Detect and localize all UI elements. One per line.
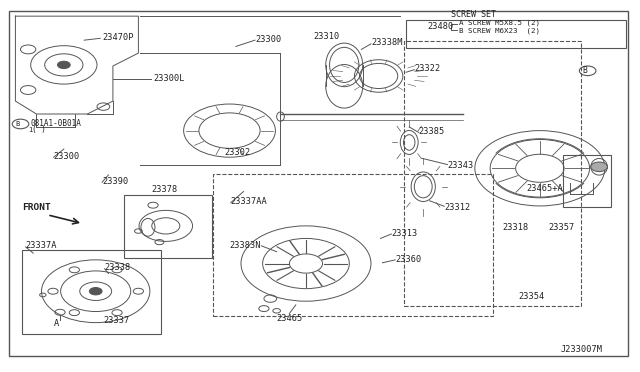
Text: 23390: 23390 <box>102 177 128 186</box>
Bar <box>22 250 161 334</box>
Text: SCREW SET: SCREW SET <box>451 10 495 19</box>
Text: 23300: 23300 <box>255 35 281 44</box>
Text: 1: 1 <box>28 127 33 133</box>
Text: A: A <box>54 319 59 328</box>
Text: 23302: 23302 <box>225 148 251 157</box>
Bar <box>563 155 611 208</box>
Bar <box>213 174 493 316</box>
Text: J233007M: J233007M <box>561 345 603 354</box>
Circle shape <box>58 61 70 68</box>
Text: 23312: 23312 <box>444 203 470 212</box>
Text: 23337: 23337 <box>103 316 129 325</box>
Text: 23337A: 23337A <box>26 241 57 250</box>
Text: 23360: 23360 <box>395 254 422 264</box>
Text: FRONT: FRONT <box>22 203 51 212</box>
Circle shape <box>591 162 607 171</box>
Text: 23465+A: 23465+A <box>527 185 563 193</box>
Text: 23357: 23357 <box>548 223 574 232</box>
Text: 23337AA: 23337AA <box>231 197 268 206</box>
Text: 23310: 23310 <box>314 32 340 41</box>
Text: B: B <box>582 66 588 75</box>
Bar <box>406 20 626 48</box>
Text: 23300L: 23300L <box>153 74 184 83</box>
Text: 23322: 23322 <box>414 64 440 73</box>
Text: 23318: 23318 <box>502 223 529 232</box>
Text: 081A1-0B01A: 081A1-0B01A <box>31 119 81 128</box>
Text: 23338: 23338 <box>104 263 131 272</box>
Text: 23338M: 23338M <box>371 38 403 47</box>
Text: B: B <box>15 121 19 127</box>
Bar <box>124 195 212 258</box>
Text: B SCREW M6X23  (2): B SCREW M6X23 (2) <box>459 27 540 34</box>
Text: 23465: 23465 <box>276 314 303 323</box>
Text: A SCREW M5X8.5 (2): A SCREW M5X8.5 (2) <box>459 20 540 26</box>
Text: 23470P: 23470P <box>102 33 134 42</box>
Text: 23354: 23354 <box>519 292 545 301</box>
Text: ( ): ( ) <box>32 125 46 134</box>
Text: 23300: 23300 <box>54 152 80 161</box>
Text: 23480: 23480 <box>427 22 453 31</box>
Text: 23383N: 23383N <box>230 241 261 250</box>
Text: 23385: 23385 <box>419 127 445 136</box>
Circle shape <box>90 288 102 295</box>
Bar <box>404 41 581 306</box>
Text: 23313: 23313 <box>392 229 418 238</box>
Text: 23343: 23343 <box>447 161 474 170</box>
Text: 23378: 23378 <box>151 185 177 194</box>
